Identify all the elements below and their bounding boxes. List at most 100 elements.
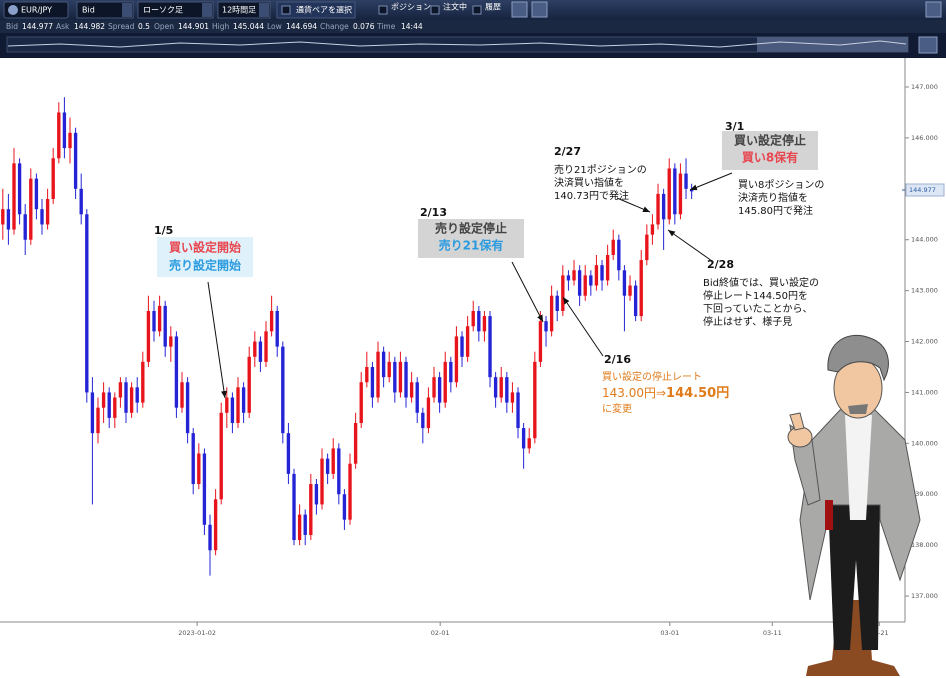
x-tick-label: 02-01 <box>431 629 450 637</box>
candle-body <box>465 326 470 357</box>
symbol-box[interactable] <box>3 1 69 19</box>
candle-body <box>23 214 27 240</box>
candle-body <box>309 484 313 535</box>
candle-body <box>236 387 240 423</box>
candle-body <box>572 270 576 281</box>
candle-body <box>421 412 425 429</box>
candle-body <box>191 433 195 485</box>
candle-body <box>51 158 55 199</box>
candle-body <box>516 392 520 429</box>
zoom-button[interactable] <box>918 36 938 54</box>
y-tick-label: 147.000 <box>911 83 938 91</box>
candle-body <box>219 412 223 500</box>
candle-body <box>460 336 464 357</box>
candle-body <box>230 397 235 423</box>
dropdown-arrow <box>202 3 212 17</box>
candle-body <box>415 382 419 413</box>
candle-body <box>510 392 515 403</box>
candle-body <box>163 305 167 347</box>
candle-body <box>398 361 403 393</box>
candle-body <box>600 265 604 281</box>
candle-body <box>129 387 134 413</box>
candle-body <box>303 514 307 535</box>
character <box>787 334 921 676</box>
old-rate: 143.00円⇒ <box>602 386 666 400</box>
price-type-select[interactable] <box>76 1 134 19</box>
checkbox[interactable] <box>472 5 482 15</box>
candle-body <box>107 392 111 418</box>
candle-body <box>180 382 184 408</box>
annotation-text: 買い8ポジションの <box>738 179 824 191</box>
candle-body <box>365 366 369 383</box>
candle-body <box>482 316 487 332</box>
candle-body <box>499 377 503 398</box>
candle-body <box>594 265 599 286</box>
candle-body <box>521 428 526 449</box>
candle-body <box>645 234 649 261</box>
candle-body <box>34 178 39 210</box>
annotation-text: Bid終値では、買い設定の <box>703 276 819 289</box>
candle-body <box>208 524 212 551</box>
candle-body <box>79 188 83 215</box>
symbol: EUR/JPY <box>21 6 52 15</box>
candle-body <box>566 275 571 281</box>
candle-body <box>6 209 11 230</box>
timeframe-select[interactable] <box>217 1 271 19</box>
candle-body <box>633 285 638 317</box>
y-tick-label: 140.000 <box>911 439 938 447</box>
y-tick-label: 142.000 <box>911 338 938 346</box>
y-tick-label: 137.000 <box>911 592 938 600</box>
candle-body <box>387 361 391 378</box>
candle-body <box>617 239 621 271</box>
candle-body <box>622 270 627 296</box>
candle-body <box>393 361 397 393</box>
annotation-text: 売り設定停止 <box>435 221 507 236</box>
candle-body <box>174 336 179 408</box>
new-rate: 144.50円 <box>666 386 729 401</box>
chart-type-select[interactable] <box>137 1 214 19</box>
quote-value: 144.982 <box>74 22 105 31</box>
candle-body <box>650 224 655 235</box>
candle-body <box>152 310 156 332</box>
annotation-text: 売り21ポジションの <box>554 163 647 176</box>
candle-body <box>505 377 509 403</box>
annotation-text: 買い設定停止 <box>734 133 806 148</box>
annotation-text: 買い8保有 <box>742 150 798 165</box>
annotation-date: 1/5 <box>154 224 173 237</box>
candle-body <box>286 433 291 474</box>
quote-label: Bid <box>6 22 18 31</box>
tool-icon[interactable] <box>511 1 528 18</box>
candle-body <box>17 163 22 215</box>
candle-body <box>493 377 498 398</box>
annotation-text: 145.80円で発注 <box>738 204 813 217</box>
checkbox <box>281 5 291 15</box>
candle-body <box>141 361 145 403</box>
y-tick-label: 141.000 <box>911 388 938 396</box>
annotation-text: 売り設定開始 <box>169 258 241 273</box>
x-tick-label: 2023-01-02 <box>178 629 216 637</box>
candle-body <box>124 382 128 413</box>
pair-button[interactable] <box>276 1 356 19</box>
checkbox[interactable] <box>378 5 388 15</box>
candle-body <box>488 316 492 378</box>
arrow <box>511 261 544 323</box>
candle-body <box>527 438 531 449</box>
quote-label: Spread <box>108 22 135 31</box>
candle-body <box>292 473 296 541</box>
annotation-text: 決済売り指値を <box>738 191 808 204</box>
candle-body <box>454 336 459 383</box>
quote-label: High <box>212 22 229 31</box>
candle-body <box>437 377 442 403</box>
detach-icon[interactable] <box>925 1 942 18</box>
candle-body <box>113 397 117 418</box>
checkbox[interactable] <box>430 5 440 15</box>
annotation-text: 決済買い指値を <box>554 176 624 189</box>
candle-body <box>353 422 358 464</box>
checkbox-label: 履歴 <box>485 3 501 12</box>
candle-body <box>258 341 263 362</box>
candle-body <box>269 310 274 332</box>
candle-body <box>57 112 61 159</box>
tool-icon[interactable] <box>531 1 548 18</box>
candle-body <box>342 494 347 520</box>
